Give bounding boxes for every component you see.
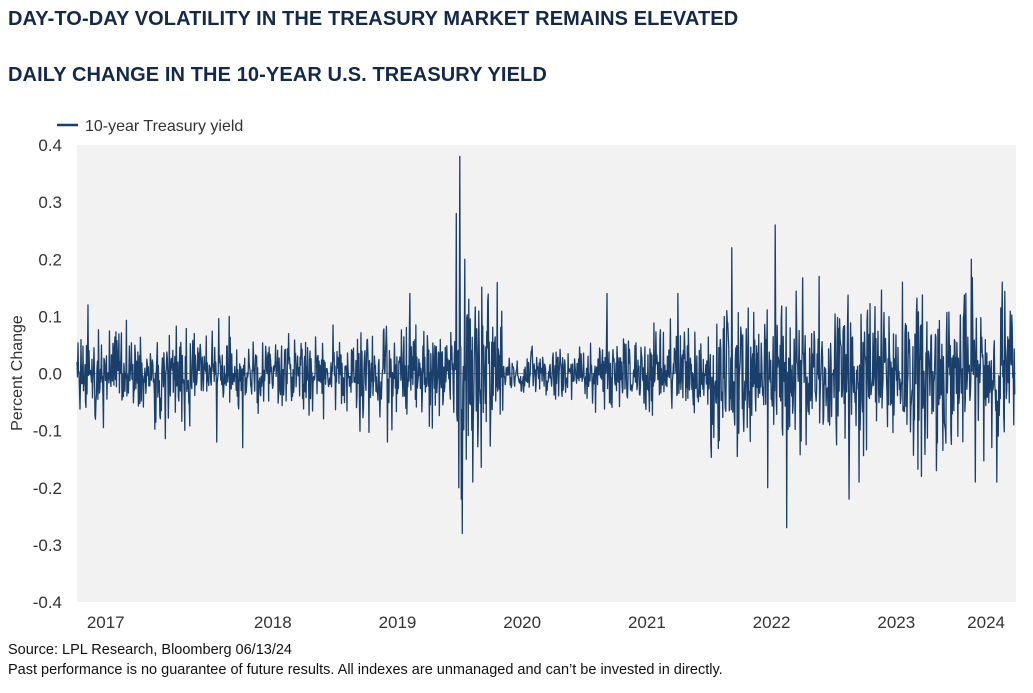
- y-tick-label: -0.4: [33, 593, 62, 612]
- x-tick-label: 2021: [628, 613, 666, 632]
- disclaimer: Past performance is no guarantee of futu…: [8, 662, 723, 678]
- x-axis: 2017 2018 2019 2020 2021 2022 2023 2024: [87, 613, 1005, 632]
- x-tick-label: 2018: [254, 613, 292, 632]
- y-tick-label: -0.1: [33, 422, 62, 441]
- y-tick-label: 0.4: [38, 136, 62, 155]
- chart-title: DAY-TO-DAY VOLATILITY IN THE TREASURY MA…: [8, 8, 739, 30]
- series-line-10-year-treasury-yield: [76, 155, 1016, 535]
- legend-label: 10-year Treasury yield: [85, 118, 243, 135]
- source-note: Source: LPL Research, Bloomberg 06/13/24: [8, 642, 292, 658]
- y-axis-label: Percent Change: [9, 315, 26, 431]
- y-tick-label: 0.1: [38, 307, 62, 326]
- y-tick-label: 0.0: [38, 365, 62, 384]
- y-tick-label: 0.3: [38, 193, 62, 212]
- x-tick-label: 2022: [753, 613, 791, 632]
- x-tick-label: 2017: [87, 613, 125, 632]
- chart: 10-year Treasury yield 0.4 0.3 0.2 0.1 0.0 -0…: [9, 118, 1016, 632]
- y-tick-label: 0.2: [38, 250, 62, 269]
- y-tick-label: -0.2: [33, 479, 62, 498]
- chart-subtitle: DAILY CHANGE IN THE 10-YEAR U.S. TREASUR…: [8, 64, 547, 86]
- x-tick-label: 2019: [379, 613, 417, 632]
- y-tick-label: -0.3: [33, 536, 62, 555]
- x-tick-label: 2020: [503, 613, 541, 632]
- y-axis: 0.4 0.3 0.2 0.1 0.0 -0.1 -0.2 -0.3 -0.4: [33, 136, 62, 612]
- x-tick-label: 2024: [967, 613, 1005, 632]
- x-tick-label: 2023: [877, 613, 915, 632]
- legend: 10-year Treasury yield: [57, 118, 243, 135]
